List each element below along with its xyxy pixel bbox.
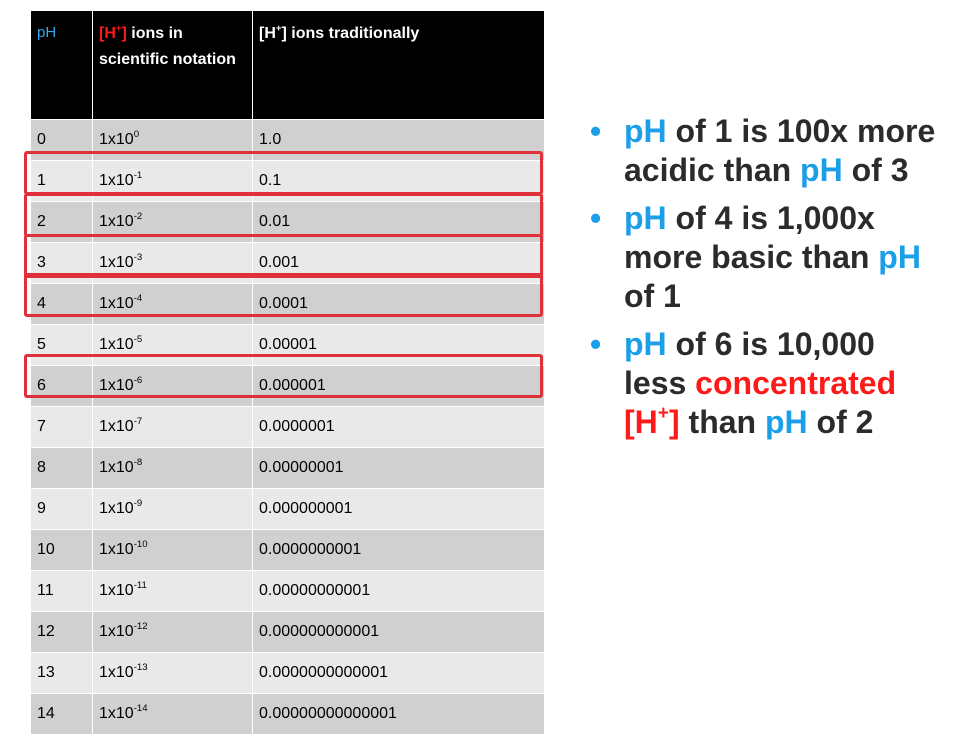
cell-traditional: 0.001 — [252, 242, 545, 284]
cell-ph: 2 — [30, 201, 93, 243]
cell-traditional: 0.00000001 — [252, 447, 545, 489]
cell-scientific: 1x10-4 — [92, 283, 253, 325]
cell-ph: 11 — [30, 570, 93, 612]
header-ph: pH — [30, 10, 93, 120]
cell-traditional: 0.1 — [252, 160, 545, 202]
table-row: 2 1x10-2 0.01 — [30, 201, 545, 243]
table-row: 3 1x10-3 0.001 — [30, 242, 545, 284]
cell-ph: 13 — [30, 652, 93, 694]
cell-ph: 8 — [30, 447, 93, 489]
cell-ph: 5 — [30, 324, 93, 366]
cell-ph: 1 — [30, 160, 93, 202]
table-row: 7 1x10-7 0.0000001 — [30, 406, 545, 448]
table-row: 6 1x10-6 0.000001 — [30, 365, 545, 407]
cell-scientific: 1x10-1 — [92, 160, 253, 202]
cell-traditional: 0.00001 — [252, 324, 545, 366]
cell-ph: 10 — [30, 529, 93, 571]
cell-traditional: 1.0 — [252, 119, 545, 161]
cell-scientific: 1x10-9 — [92, 488, 253, 530]
bullet-dot-icon: • — [590, 200, 602, 236]
cell-scientific: 1x10-12 — [92, 611, 253, 653]
cell-scientific: 1x10-13 — [92, 652, 253, 694]
cell-ph: 12 — [30, 611, 93, 653]
cell-traditional: 0.00000000001 — [252, 570, 545, 612]
header-traditional: [H+] ions traditionally — [252, 10, 545, 120]
table-body: 0 1x100 1.0 1 1x10-1 0.1 2 1x10-2 0.01 3 1x10-3 0.0… — [30, 119, 545, 735]
table-row: 1 1x10-1 0.1 — [30, 160, 545, 202]
cell-traditional: 0.0000000000001 — [252, 652, 545, 694]
cell-traditional: 0.000001 — [252, 365, 545, 407]
header-scientific: [H+] ions in scientific notation — [92, 10, 253, 120]
table-row: 4 1x10-4 0.0001 — [30, 283, 545, 325]
table-header-row: pH [H+] ions in scientific notation [H+]… — [30, 10, 545, 120]
ph-table: pH [H+] ions in scientific notation [H+]… — [30, 10, 545, 735]
table-row: 13 1x10-13 0.0000000000001 — [30, 652, 545, 694]
cell-scientific: 1x10-14 — [92, 693, 253, 735]
cell-scientific: 1x10-5 — [92, 324, 253, 366]
cell-traditional: 0.0001 — [252, 283, 545, 325]
cell-traditional: 0.0000000001 — [252, 529, 545, 571]
bullet-item-3: • pH of 6 is 10,000 less concentrated [H… — [590, 326, 897, 440]
cell-ph: 9 — [30, 488, 93, 530]
table-row: 0 1x100 1.0 — [30, 119, 545, 161]
hplus-term: [H+] — [624, 403, 680, 440]
cell-traditional: 0.00000000000001 — [252, 693, 545, 735]
table-row: 11 1x10-11 0.00000000001 — [30, 570, 545, 612]
table-row: 5 1x10-5 0.00001 — [30, 324, 545, 366]
cell-scientific: 1x10-11 — [92, 570, 253, 612]
table-row: 9 1x10-9 0.000000001 — [30, 488, 545, 530]
cell-ph: 7 — [30, 406, 93, 448]
cell-ph: 3 — [30, 242, 93, 284]
cell-scientific: 1x10-8 — [92, 447, 253, 489]
header-sci-hplus: [H+] — [99, 22, 127, 42]
bullet-item-2: • pH of 4 is 1,000x more basic than pH o… — [590, 200, 921, 314]
table-row: 10 1x10-10 0.0000000001 — [30, 529, 545, 571]
cell-traditional: 0.000000001 — [252, 488, 545, 530]
cell-traditional: 0.01 — [252, 201, 545, 243]
cell-traditional: 0.0000001 — [252, 406, 545, 448]
cell-scientific: 1x100 — [92, 119, 253, 161]
cell-traditional: 0.000000000001 — [252, 611, 545, 653]
table-row: 14 1x10-14 0.00000000000001 — [30, 693, 545, 735]
bullet-dot-icon: • — [590, 326, 602, 362]
cell-ph: 0 — [30, 119, 93, 161]
bullet-item-1: • pH of 1 is 100x more acidic than pH of… — [590, 113, 936, 188]
bullet-list: • pH of 1 is 100x more acidic than pH of… — [588, 112, 938, 451]
table-row: 12 1x10-12 0.000000000001 — [30, 611, 545, 653]
cell-scientific: 1x10-3 — [92, 242, 253, 284]
cell-scientific: 1x10-10 — [92, 529, 253, 571]
table-row: 8 1x10-8 0.00000001 — [30, 447, 545, 489]
cell-scientific: 1x10-7 — [92, 406, 253, 448]
bullet-dot-icon: • — [590, 113, 602, 149]
cell-ph: 6 — [30, 365, 93, 407]
cell-scientific: 1x10-2 — [92, 201, 253, 243]
cell-ph: 4 — [30, 283, 93, 325]
cell-scientific: 1x10-6 — [92, 365, 253, 407]
cell-ph: 14 — [30, 693, 93, 735]
